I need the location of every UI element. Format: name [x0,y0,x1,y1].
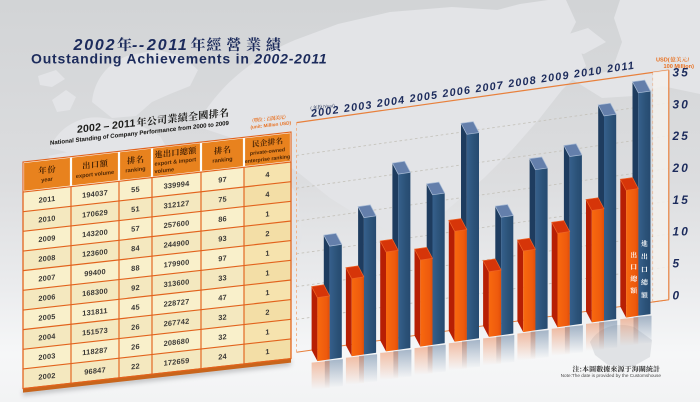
svg-text:100 Million): 100 Million) [664,64,695,70]
svg-text:2009: 2009 [38,233,55,244]
svg-text:volume: volume [155,167,175,175]
svg-text:/: / [688,58,690,64]
svg-text:55: 55 [131,184,140,194]
svg-text:97: 97 [218,175,227,185]
svg-text:88: 88 [131,263,140,273]
svg-text:ranking: ranking [125,166,146,174]
svg-text:1: 1 [265,347,269,356]
svg-text:Note:The date is provided by t: Note:The date is provided by the Customs… [561,373,662,378]
svg-text:–: – [104,120,110,133]
svg-text:86: 86 [218,214,227,224]
svg-text:93: 93 [218,234,227,244]
svg-text:2002: 2002 [38,371,55,382]
svg-text:1: 1 [265,268,269,277]
svg-text:143200: 143200 [82,227,108,239]
svg-text:45: 45 [131,302,140,312]
svg-text:2011: 2011 [146,37,189,54]
svg-text:2009: 2009 [539,70,570,86]
svg-text:15: 15 [673,193,691,207]
svg-text:2011: 2011 [112,117,136,132]
svg-text:ranking: ranking [212,156,233,164]
svg-text:2011: 2011 [605,60,635,76]
svg-text:private-owned: private-owned [250,147,285,157]
svg-text:30: 30 [673,97,691,111]
svg-text:2007: 2007 [38,273,55,284]
svg-text:35: 35 [673,66,691,80]
svg-text:179900: 179900 [164,258,190,270]
svg-text:75: 75 [218,194,227,204]
svg-text:131811: 131811 [82,306,107,318]
svg-text:1: 1 [265,249,269,258]
svg-text:enterprise ranking: enterprise ranking [245,154,290,165]
svg-text:2006: 2006 [38,292,55,303]
svg-text:export & import: export & import [155,157,197,168]
svg-text:170629: 170629 [82,208,108,220]
svg-text:313600: 313600 [164,277,190,289]
svg-text:51: 51 [131,204,140,214]
svg-text:267742: 267742 [164,317,190,329]
svg-text:2004: 2004 [375,94,406,110]
svg-text:2011: 2011 [39,194,56,205]
svg-text:25: 25 [672,129,691,143]
svg-text:2006: 2006 [441,84,472,100]
svg-text:22: 22 [131,361,140,371]
svg-text:47: 47 [218,293,227,303]
svg-text:2008: 2008 [38,253,55,264]
svg-text:2005: 2005 [38,312,55,323]
svg-text:(unit: Million USD): (unit: Million USD) [251,120,292,130]
svg-text:97: 97 [218,253,227,263]
svg-text:96847: 96847 [84,365,106,376]
svg-text:208680: 208680 [164,336,190,348]
svg-text:32: 32 [218,312,227,322]
svg-text:4: 4 [265,170,270,180]
svg-text:168300: 168300 [82,286,108,298]
svg-text:2002: 2002 [73,37,117,54]
svg-text:339994: 339994 [164,179,191,191]
svg-text:2003: 2003 [38,351,55,362]
svg-text:2010: 2010 [572,65,603,81]
svg-text:123600: 123600 [82,247,108,259]
svg-text:10: 10 [673,225,691,239]
svg-text:2010: 2010 [38,214,55,225]
svg-text:2004: 2004 [38,331,56,342]
svg-text:2003: 2003 [342,99,373,115]
svg-text:/Year): /Year) [322,103,335,110]
svg-text:228727: 228727 [164,297,190,309]
svg-text:--: -- [132,37,146,54]
svg-text:0: 0 [673,288,682,302]
svg-text:26: 26 [131,342,140,352]
svg-text:257600: 257600 [164,218,190,230]
svg-text:24: 24 [218,352,227,362]
svg-text:194037: 194037 [82,188,108,200]
svg-text:USD(: USD( [656,58,670,64]
svg-text:(: ( [310,106,313,111]
svg-text:2: 2 [265,229,269,238]
svg-text:1: 1 [265,209,269,218]
svg-text:33: 33 [218,273,227,283]
svg-text:2002: 2002 [77,121,101,136]
svg-text:2007: 2007 [474,79,505,95]
svg-text:32: 32 [218,332,227,342]
svg-text:1: 1 [265,288,269,297]
svg-text:5: 5 [673,257,682,271]
svg-text:84: 84 [131,243,140,253]
svg-text:99400: 99400 [84,267,106,278]
svg-text:151573: 151573 [82,326,108,338]
svg-text:2008: 2008 [506,74,537,90]
svg-text:1: 1 [265,327,269,336]
svg-text:export volume: export volume [76,170,114,180]
svg-text:172659: 172659 [164,356,190,368]
svg-text:2005: 2005 [408,89,439,105]
svg-text:Outstanding Achievements in 20: Outstanding Achievements in 2002-2011 [31,51,327,67]
svg-text:118287: 118287 [82,345,107,357]
svg-text:20: 20 [672,161,691,175]
svg-text:57: 57 [131,224,140,234]
svg-text:2: 2 [265,308,269,317]
svg-text:4: 4 [265,190,270,200]
svg-text:92: 92 [131,283,140,293]
svg-text:312127: 312127 [164,199,190,211]
svg-text:244900: 244900 [164,238,190,250]
svg-text:year: year [41,177,53,184]
svg-text:26: 26 [131,322,140,332]
